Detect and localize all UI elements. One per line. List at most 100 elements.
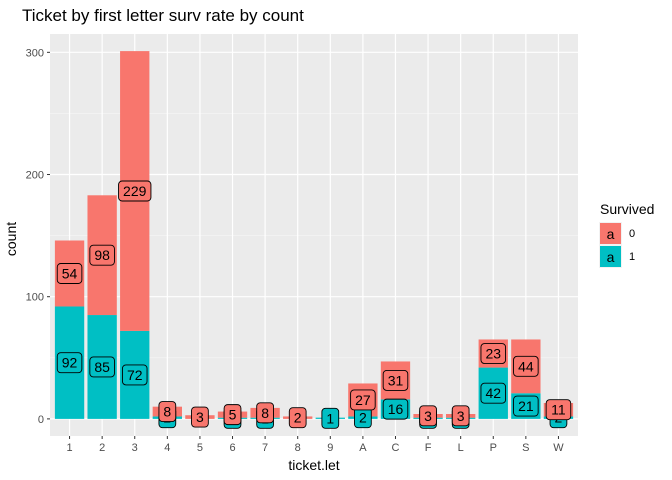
- x-tick-label: F: [425, 442, 432, 454]
- data-label-box: [288, 407, 307, 429]
- x-tick-label: 5: [197, 442, 203, 454]
- data-label-C-1: 16: [382, 398, 409, 420]
- x-tick-label: 8: [295, 442, 301, 454]
- x-tick-label: 6: [229, 442, 235, 454]
- data-label-S-0: 44: [513, 355, 539, 377]
- data-label-text: 42: [485, 385, 501, 401]
- data-label-box: [191, 406, 209, 428]
- data-label-text: 229: [123, 183, 147, 199]
- data-label-text: 16: [388, 401, 404, 417]
- data-label-box: [513, 395, 539, 417]
- data-label-box: [451, 405, 470, 427]
- data-label-text: 92: [62, 355, 78, 371]
- data-label-text: 3: [424, 408, 432, 424]
- data-label-2-1: 85: [89, 356, 115, 378]
- y-tick-label: 200: [26, 170, 44, 182]
- data-label-box: [89, 356, 115, 378]
- x-tick-label: 7: [262, 442, 268, 454]
- data-label-box: [545, 399, 572, 421]
- x-tick-label: 4: [164, 442, 170, 454]
- data-label-1-0: 54: [56, 263, 83, 284]
- x-axis-title: ticket.let: [288, 457, 339, 473]
- legend-label: 1: [629, 251, 635, 263]
- data-label-box: [56, 263, 83, 284]
- x-tick-label: A: [359, 442, 367, 454]
- data-label-C-0: 31: [382, 369, 409, 391]
- data-label-W-0: 11: [545, 399, 572, 421]
- x-tick-label: 2: [99, 442, 105, 454]
- legend-key-swatch: [600, 246, 621, 267]
- data-label-box: [382, 369, 409, 391]
- data-label-text: 98: [94, 247, 110, 263]
- data-labels: 9285722111216114221254982298358227313323…: [56, 180, 572, 429]
- legend-title: Survived: [600, 201, 654, 217]
- data-label-2-0: 98: [89, 244, 115, 266]
- x-axis: 1 2 3 4 5 6 7 8 9 A C F L P S W: [66, 436, 564, 454]
- data-label-text: 2: [359, 410, 367, 426]
- data-label-box: [513, 355, 539, 377]
- data-label-text: 8: [261, 405, 269, 421]
- data-label-A-1: 2: [354, 407, 372, 429]
- data-label-box: [256, 402, 274, 424]
- data-label-text: 8: [163, 404, 171, 420]
- data-label-6-0: 5: [223, 404, 242, 426]
- data-label-box: [350, 389, 376, 411]
- data-label-box: [382, 398, 409, 420]
- data-label-text: 1: [326, 410, 334, 426]
- data-label-9-1: 1: [321, 407, 340, 429]
- data-label-box: [158, 401, 177, 423]
- x-tick-label: P: [490, 442, 497, 454]
- legend-label: 0: [629, 228, 635, 240]
- y-axis-title: count: [3, 222, 19, 256]
- data-label-4-0: 8: [158, 401, 177, 423]
- data-label-1-1: 92: [56, 352, 83, 374]
- x-tick-label: S: [522, 442, 529, 454]
- data-label-F-0: 3: [419, 405, 437, 427]
- data-label-box: [118, 180, 152, 202]
- data-label-text: 21: [518, 398, 534, 414]
- data-label-8-0: 2: [288, 407, 307, 429]
- data-label-text: 3: [457, 408, 465, 424]
- data-label-box: [321, 407, 340, 429]
- x-tick-label: 9: [327, 442, 333, 454]
- x-tick-label: L: [458, 442, 464, 454]
- data-label-box: [419, 405, 437, 427]
- data-label-7-0: 8: [256, 402, 274, 424]
- data-label-box: [121, 364, 148, 386]
- data-label-text: 85: [94, 359, 110, 375]
- y-axis: 0 100 200 300: [26, 47, 50, 426]
- data-label-text: 44: [518, 358, 534, 374]
- data-label-text: 23: [485, 346, 501, 362]
- data-label-text: 72: [127, 367, 143, 383]
- data-label-3-1: 72: [121, 364, 148, 386]
- data-label-text: 31: [388, 372, 404, 388]
- legend-key-glyph: a: [607, 249, 615, 265]
- data-label-box: [56, 352, 83, 374]
- data-label-box: [480, 343, 507, 364]
- data-label-text: 54: [62, 265, 78, 281]
- data-label-P-1: 42: [480, 382, 507, 404]
- chart-title: Ticket by first letter surv rate by coun…: [22, 6, 304, 25]
- data-label-S-1: 21: [513, 395, 539, 417]
- x-tick-label: W: [553, 442, 564, 454]
- x-tick-label: C: [392, 442, 400, 454]
- data-label-text: 2: [294, 410, 302, 426]
- x-tick-label: 3: [132, 442, 138, 454]
- x-tick-label: 1: [66, 442, 72, 454]
- data-label-text: 27: [355, 392, 371, 408]
- data-label-box: [89, 244, 115, 266]
- data-label-text: 11: [551, 402, 566, 418]
- data-label-box: [223, 404, 242, 426]
- y-tick-label: 300: [26, 47, 44, 59]
- data-label-text: 5: [229, 407, 237, 423]
- y-tick-label: 0: [38, 414, 44, 426]
- data-label-A-0: 27: [350, 389, 376, 411]
- data-label-L-0: 3: [451, 405, 470, 427]
- y-tick-label: 100: [26, 292, 44, 304]
- data-label-P-0: 23: [480, 343, 507, 364]
- data-label-box: [480, 382, 507, 404]
- data-label-text: 3: [196, 409, 204, 425]
